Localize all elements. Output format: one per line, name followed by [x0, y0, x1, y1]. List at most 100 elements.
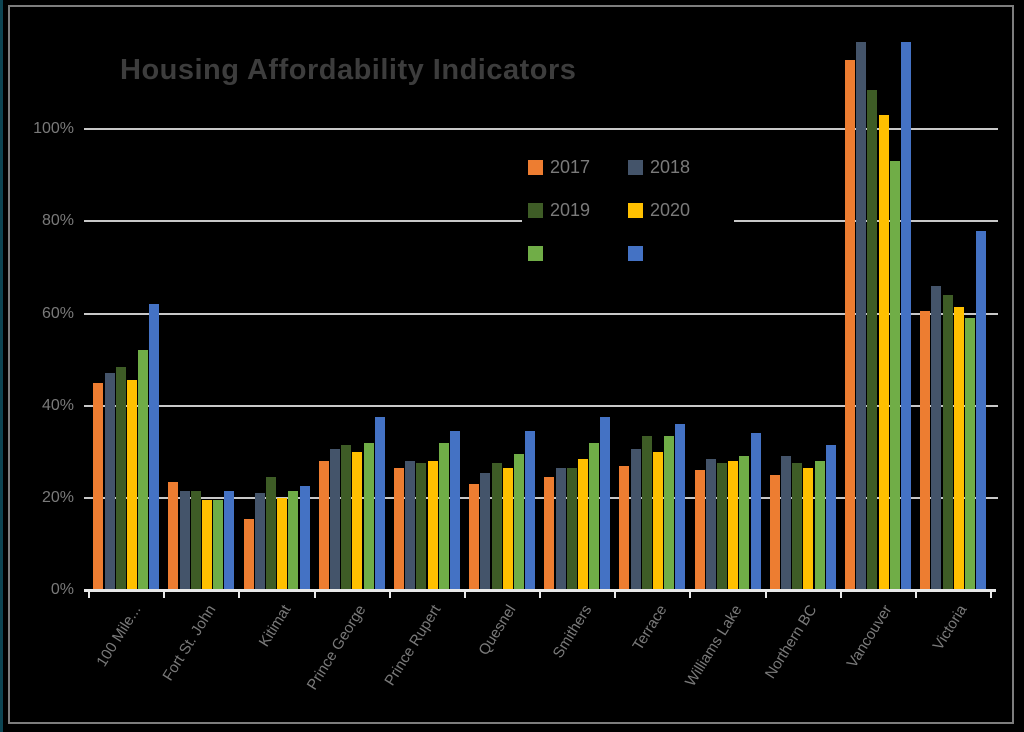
legend-label: 2017 [550, 157, 591, 177]
y-axis-tick-label: 60% [41, 304, 74, 322]
chart-title: Housing Affordability Indicators [120, 54, 577, 86]
legend-item-2020: 2020 [628, 201, 728, 244]
bar-2017-williams-lake [694, 470, 705, 590]
bar-2017-quesnel [469, 484, 480, 590]
x-axis-tick [839, 591, 842, 598]
x-axis-tick [990, 591, 992, 598]
bar-series5-victoria [964, 318, 975, 590]
chart-frame [8, 5, 1014, 724]
bar-series6-prince-rupert [449, 431, 460, 590]
bar-series6-williams-lake [750, 433, 761, 590]
bar-2020-vancouver [878, 115, 889, 590]
legend-swatch-icon [528, 203, 543, 218]
bar-series6-vancouver [900, 41, 911, 590]
window-edge-strip [0, 0, 3, 732]
bar-series6-prince-george [374, 417, 385, 590]
y-axis-tick-label: 40% [41, 396, 74, 414]
x-axis-tick [163, 591, 166, 598]
bar-series5-kitimat [288, 490, 299, 590]
gridline-100% [84, 128, 998, 131]
legend-swatch-icon [628, 160, 643, 175]
bar-2020-100-mile- [126, 380, 137, 590]
bar-series6-terrace [675, 424, 686, 590]
bar-series6-smithers [600, 417, 611, 590]
x-axis-tick [238, 591, 241, 598]
legend-item [528, 244, 628, 287]
bar-2020-quesnel [502, 467, 513, 590]
legend-swatch-icon [528, 246, 543, 261]
bar-2018-terrace [630, 449, 641, 590]
bar-2017-fort-st-john [168, 481, 179, 590]
x-axis-tick [88, 591, 90, 598]
plot-area [84, 37, 998, 590]
bar-series6-kitimat [299, 486, 310, 590]
x-axis-tick [463, 591, 466, 598]
x-axis-tick [764, 591, 767, 598]
bar-2017-100-mile- [93, 382, 104, 590]
bar-2019-victoria [942, 295, 953, 590]
x-axis-tick [388, 591, 391, 598]
bar-2017-prince-rupert [393, 467, 404, 590]
bar-series5-100-mile- [138, 350, 149, 590]
bar-2020-kitimat [277, 497, 288, 590]
bar-2020-northern-bc [803, 467, 814, 590]
bar-series5-smithers [589, 442, 600, 590]
bar-2019-smithers [566, 467, 577, 590]
bar-2018-100-mile- [104, 373, 115, 590]
gridline-60% [84, 312, 998, 315]
legend-item-2017: 2017 [528, 158, 628, 201]
x-axis-tick [539, 591, 541, 598]
y-axis-tick-label: 0% [50, 581, 74, 598]
bar-2020-williams-lake [728, 460, 739, 590]
bar-2019-100-mile- [115, 366, 126, 590]
legend-item-2018: 2018 [628, 158, 728, 201]
y-axis-tick-label: 80% [41, 212, 74, 230]
x-axis-tick [689, 591, 692, 598]
bar-2017-smithers [544, 477, 555, 590]
bar-2019-kitimat [266, 477, 277, 590]
bar-series6-quesnel [525, 431, 536, 590]
bar-series5-vancouver [889, 161, 900, 590]
bar-series6-victoria [976, 230, 987, 590]
bar-2020-terrace [653, 451, 664, 590]
bar-2017-victoria [920, 311, 931, 590]
bar-2019-fort-st-john [190, 490, 201, 590]
x-axis-tick [914, 591, 917, 598]
bar-2018-fort-st-john [179, 490, 190, 590]
bar-2018-quesnel [480, 472, 491, 590]
x-axis-tick [313, 591, 316, 598]
gridline-40% [84, 404, 998, 407]
y-axis-tick-label: 100% [33, 120, 74, 138]
bar-2018-victoria [931, 285, 942, 590]
bar-2020-prince-rupert [427, 460, 438, 590]
bar-2017-terrace [619, 465, 630, 590]
bar-2018-vancouver [856, 41, 867, 590]
bar-2017-kitimat [243, 518, 254, 590]
legend-label: 2019 [550, 200, 591, 220]
x-axis-line [84, 589, 996, 592]
legend-label: 2018 [650, 157, 691, 177]
y-axis-tick-label: 20% [41, 488, 74, 506]
bar-2019-prince-rupert [416, 463, 427, 590]
bar-2018-kitimat [254, 493, 265, 590]
bar-2017-vancouver [844, 60, 855, 590]
legend-swatch-icon [528, 160, 543, 175]
bar-2019-northern-bc [792, 463, 803, 590]
bar-series5-quesnel [513, 454, 524, 590]
bar-series5-fort-st-john [213, 500, 224, 590]
bar-2020-smithers [577, 458, 588, 590]
bar-series5-prince-rupert [438, 442, 449, 590]
bar-2018-prince-rupert [405, 460, 416, 590]
bar-2018-northern-bc [781, 456, 791, 590]
legend-swatch-icon [628, 203, 643, 218]
bar-2019-williams-lake [717, 463, 728, 590]
bar-2020-fort-st-john [202, 500, 213, 590]
bar-2018-prince-george [330, 449, 340, 590]
legend-item [628, 244, 728, 287]
bar-2019-quesnel [491, 463, 502, 590]
bar-2019-terrace [641, 435, 652, 590]
bar-series6-fort-st-john [224, 490, 235, 590]
gridline-20% [84, 496, 998, 499]
bar-series5-williams-lake [739, 456, 750, 590]
